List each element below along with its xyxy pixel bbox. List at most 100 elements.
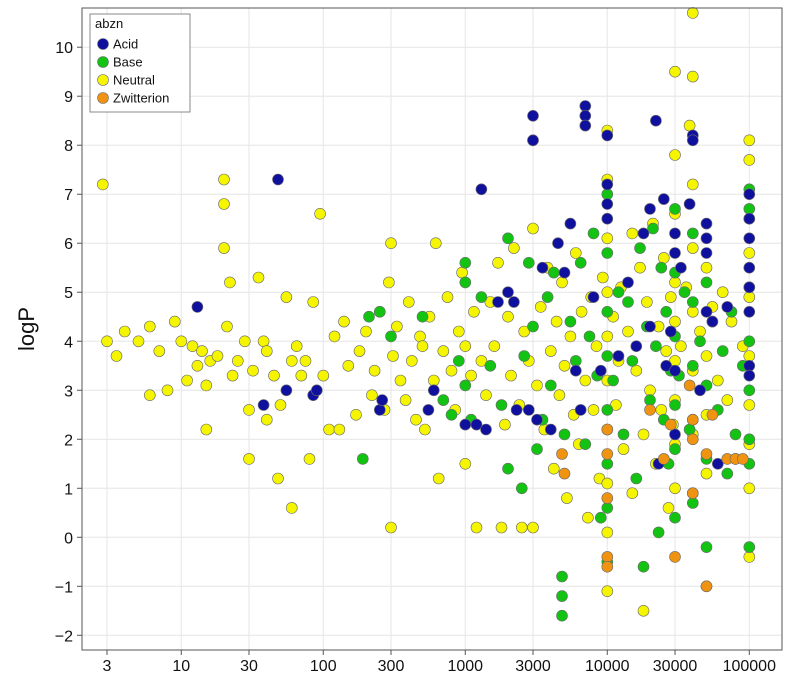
data-point	[480, 423, 492, 436]
data-point	[373, 404, 386, 416]
data-point	[601, 286, 614, 299]
data-point	[373, 305, 386, 318]
data-point	[617, 428, 630, 441]
data-point	[743, 305, 756, 318]
data-point	[743, 291, 756, 303]
data-point	[419, 423, 431, 436]
data-point	[652, 526, 665, 539]
x-tick-label: 30	[240, 658, 258, 675]
data-point	[594, 511, 607, 524]
data-point	[200, 379, 213, 392]
data-point	[675, 340, 687, 353]
data-point	[459, 457, 472, 470]
data-point	[564, 315, 577, 328]
data-point	[480, 389, 492, 402]
data-point	[499, 418, 511, 431]
data-point	[522, 404, 535, 416]
data-point	[686, 296, 699, 308]
data-point	[711, 457, 724, 470]
data-point	[743, 281, 756, 294]
data-point	[556, 448, 568, 460]
data-point	[575, 305, 588, 318]
data-point	[239, 335, 251, 348]
data-point	[191, 359, 204, 372]
data-point	[232, 355, 244, 367]
x-tick-label: 3000	[515, 658, 551, 675]
data-point	[647, 222, 659, 235]
data-point	[385, 521, 397, 534]
data-point	[582, 511, 594, 524]
data-point	[544, 423, 557, 436]
x-axis: 3 10 30 100 300 1000 3000 10000 30000 100000	[103, 650, 776, 675]
legend-entry-acid: Acid	[113, 37, 138, 52]
data-point	[564, 330, 577, 343]
data-point	[579, 374, 592, 387]
data-point	[612, 286, 625, 299]
data-point	[612, 350, 625, 362]
data-point	[518, 325, 531, 338]
data-point	[736, 453, 749, 465]
data-point	[556, 609, 568, 622]
data-point	[743, 541, 756, 553]
data-point	[243, 453, 255, 465]
data-point	[669, 428, 681, 441]
y-tick-label: 3	[64, 383, 73, 400]
data-point	[700, 305, 713, 318]
data-point	[437, 394, 450, 406]
data-point	[153, 345, 166, 357]
data-point	[274, 399, 287, 411]
data-point	[536, 261, 549, 274]
series-zwitterion	[556, 379, 749, 593]
data-point	[191, 301, 204, 313]
legend-entry-zwitterion: Zwitterion	[113, 91, 169, 106]
data-point	[686, 227, 699, 240]
data-point	[470, 521, 483, 534]
data-point	[569, 364, 582, 377]
data-point	[694, 335, 706, 348]
data-point	[583, 330, 596, 343]
data-point	[700, 261, 713, 274]
data-point	[350, 408, 362, 421]
y-tick-label: −2	[55, 628, 73, 645]
data-point	[534, 301, 547, 313]
data-point	[561, 492, 573, 504]
data-point	[558, 467, 571, 480]
data-point	[683, 379, 696, 392]
data-point	[307, 296, 320, 308]
data-point	[630, 472, 643, 485]
data-point	[257, 335, 270, 348]
data-point	[317, 369, 330, 382]
data-point	[527, 521, 539, 534]
x-tick-label: 300	[378, 658, 405, 675]
data-point	[637, 428, 650, 441]
data-point	[452, 355, 465, 367]
y-tick-label: 6	[64, 236, 73, 253]
data-point	[459, 340, 472, 353]
data-point	[475, 291, 488, 303]
data-point	[186, 340, 199, 353]
data-point	[353, 345, 366, 357]
data-point	[683, 119, 696, 132]
data-point	[414, 330, 426, 343]
data-point	[686, 178, 699, 191]
data-point	[669, 203, 681, 215]
data-point	[502, 310, 514, 323]
data-point	[579, 119, 592, 132]
data-point	[574, 256, 587, 269]
data-point	[547, 462, 560, 475]
data-point	[527, 222, 539, 235]
data-point	[657, 453, 670, 465]
data-point	[601, 404, 614, 416]
data-point	[416, 310, 429, 323]
data-point	[662, 502, 675, 514]
data-point	[694, 384, 706, 397]
data-point	[432, 472, 445, 485]
data-point	[110, 350, 123, 362]
data-point	[587, 404, 600, 416]
data-point	[558, 428, 571, 441]
data-point	[743, 551, 756, 563]
data-point	[657, 252, 670, 264]
data-point	[686, 70, 699, 83]
data-point	[323, 423, 335, 436]
data-point	[644, 394, 656, 406]
